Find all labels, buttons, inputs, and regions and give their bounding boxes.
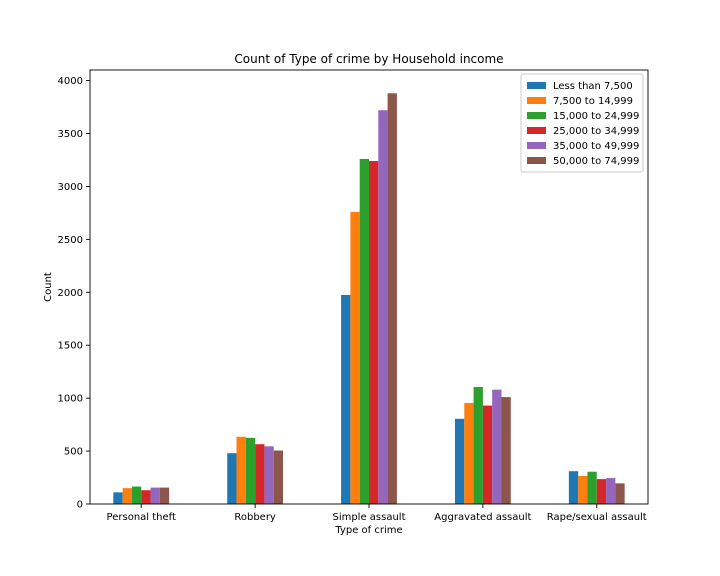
bar-3-2 bbox=[245, 437, 256, 504]
legend-label: 50,000 to 74,999 bbox=[553, 156, 639, 167]
bar-6-5 bbox=[615, 483, 625, 504]
bar-6-2 bbox=[273, 450, 284, 504]
bar-3-3 bbox=[359, 158, 369, 505]
x-tick-label: Simple assault bbox=[332, 512, 405, 523]
y-tick-label: 1500 bbox=[58, 341, 83, 352]
y-tick-label: 3500 bbox=[58, 129, 83, 140]
chart-title: Count of Type of crime by Household inco… bbox=[234, 52, 503, 66]
legend-swatch bbox=[527, 97, 546, 104]
x-tick-label: Personal theft bbox=[107, 512, 176, 523]
x-tick-label: Rape/sexual assault bbox=[547, 512, 647, 523]
legend-label: 15,000 to 24,999 bbox=[553, 111, 639, 122]
x-tick-label: Aggravated assault bbox=[434, 512, 531, 523]
y-tick-label: 2000 bbox=[58, 288, 83, 299]
legend-swatch bbox=[527, 142, 546, 149]
y-axis: 0 500 1000 1500 2000 2500 3000 3500 4000 bbox=[58, 76, 90, 511]
y-tick-label: 1000 bbox=[58, 394, 83, 405]
bar-3-4 bbox=[473, 387, 483, 504]
bar-5-1 bbox=[150, 487, 160, 504]
bar-5-5 bbox=[606, 478, 616, 504]
plot-frame bbox=[89, 69, 649, 505]
y-tick-label: 3000 bbox=[58, 182, 83, 193]
legend-label: 35,000 to 49,999 bbox=[553, 141, 639, 152]
bar-2-2 bbox=[236, 436, 246, 504]
legend: Less than 7,500 7,500 to 14,999 15,000 to … bbox=[520, 73, 644, 173]
legend-box bbox=[520, 73, 644, 173]
bar-2-3 bbox=[350, 211, 360, 504]
bar-4-5 bbox=[596, 479, 607, 504]
bar-1-3 bbox=[341, 294, 351, 504]
x-axis: Personal theft Robbery Simple assault Aggra… bbox=[107, 504, 647, 523]
legend-swatch bbox=[527, 82, 546, 89]
bar-3-1 bbox=[131, 486, 142, 504]
bar-2-5 bbox=[578, 475, 588, 504]
bar-6-4 bbox=[501, 397, 511, 504]
bar-2-4 bbox=[464, 402, 474, 504]
bar-4-2 bbox=[255, 444, 265, 504]
legend-swatch bbox=[527, 127, 546, 134]
bar-4-3 bbox=[369, 161, 379, 504]
bar-4-4 bbox=[482, 405, 493, 504]
bar-1-2 bbox=[227, 453, 237, 504]
legend-swatch bbox=[527, 157, 546, 164]
x-tick-label: Robbery bbox=[234, 512, 276, 523]
bars bbox=[113, 93, 625, 505]
bar-1-4 bbox=[454, 418, 465, 504]
bar-6-3 bbox=[387, 93, 397, 504]
x-axis-label: Type of crime bbox=[334, 525, 402, 536]
legend-label: 7,500 to 14,999 bbox=[553, 96, 633, 107]
y-axis-label: Count bbox=[43, 272, 54, 302]
legend-label: Less than 7,500 bbox=[553, 81, 633, 92]
bar-1-1 bbox=[113, 492, 123, 504]
bar-6-1 bbox=[159, 487, 170, 504]
legend-swatch bbox=[527, 112, 546, 119]
legend-label: 25,000 to 34,999 bbox=[553, 126, 639, 137]
bar-5-3 bbox=[378, 110, 388, 504]
bar-1-5 bbox=[568, 471, 579, 504]
y-tick-label: 4000 bbox=[58, 76, 83, 87]
y-tick-label: 2500 bbox=[58, 235, 83, 246]
bar-5-2 bbox=[264, 446, 274, 504]
bar-4-1 bbox=[141, 490, 151, 504]
y-tick-label: 0 bbox=[77, 500, 83, 511]
y-tick-label: 500 bbox=[64, 447, 83, 458]
bar-5-4 bbox=[492, 389, 502, 504]
bar-2-1 bbox=[122, 488, 132, 504]
bar-3-5 bbox=[587, 471, 597, 504]
